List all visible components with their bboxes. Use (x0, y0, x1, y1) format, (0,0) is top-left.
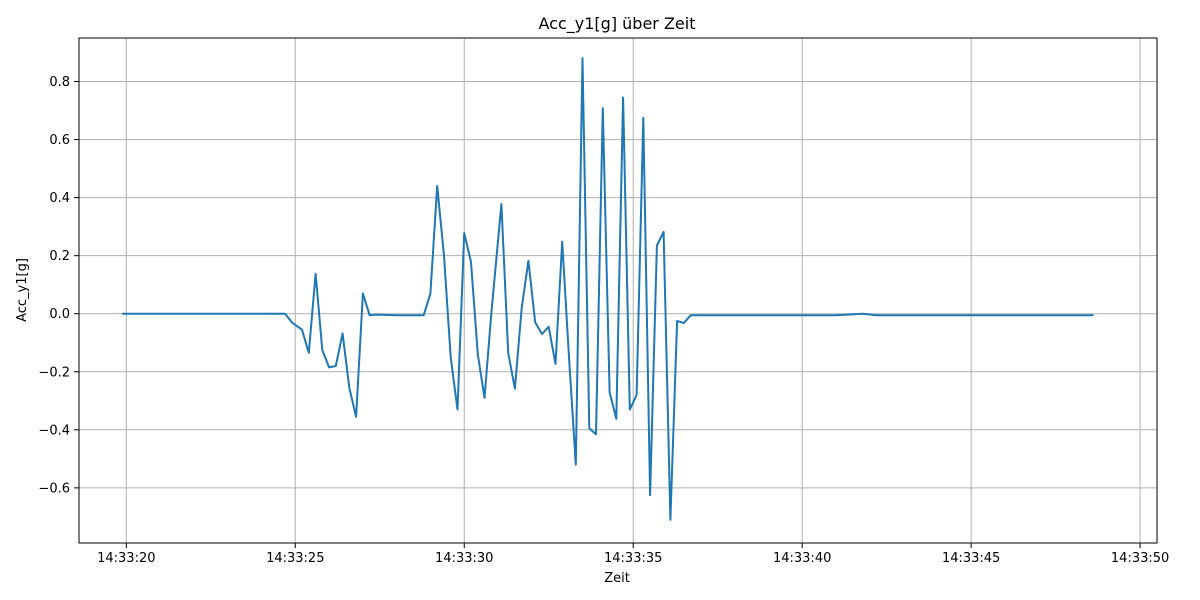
x-axis-title: Zeit (604, 571, 630, 586)
y-axis: −0.6 −0.4 −0.2 0.0 0.2 0.4 0.6 0.8 (38, 75, 79, 496)
y-tick-label: −0.2 (38, 365, 70, 380)
y-tick-label: 0.2 (49, 249, 70, 264)
x-tick-label: 14:33:50 (1111, 551, 1169, 566)
x-tick-label: 14:33:30 (435, 551, 493, 566)
y-tick-label: −0.6 (38, 481, 70, 496)
y-tick-label: 0.0 (49, 307, 70, 322)
plot-area (78, 37, 1158, 544)
chart-title: Acc_y1[g] über Zeit (539, 14, 696, 34)
y-tick-label: −0.4 (38, 423, 70, 438)
y-tick-label: 0.4 (49, 191, 70, 206)
x-tick-label: 14:33:45 (942, 551, 1000, 566)
y-tick-label: 0.8 (49, 75, 70, 90)
series-layer (121, 57, 1094, 521)
y-axis-title: Acc_y1[g] (15, 258, 30, 322)
series-line (121, 57, 1094, 521)
y-tick-label: 0.6 (49, 133, 70, 148)
x-tick-label: 14:33:25 (266, 551, 324, 566)
x-tick-label: 14:33:35 (604, 551, 662, 566)
x-tick-label: 14:33:40 (773, 551, 831, 566)
x-tick-label: 14:33:20 (97, 551, 155, 566)
x-axis: 14:33:20 14:33:25 14:33:30 14:33:35 14:33:40… (97, 543, 1169, 566)
